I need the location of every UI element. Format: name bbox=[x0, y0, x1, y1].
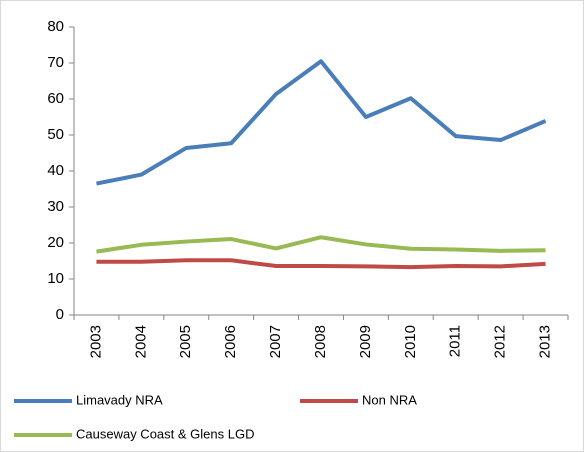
series-line bbox=[96, 258, 546, 270]
x-tick-label: 2009 bbox=[357, 325, 374, 358]
y-tick-label: 60 bbox=[47, 90, 64, 107]
y-tick-label: 40 bbox=[47, 162, 64, 179]
series-line bbox=[96, 59, 547, 186]
x-tick-label: 2008 bbox=[312, 325, 329, 358]
y-tick-label: 0 bbox=[56, 306, 64, 323]
y-tick-label: 20 bbox=[47, 234, 64, 251]
legend-label: Non NRA bbox=[362, 392, 417, 407]
y-tick-label: 30 bbox=[47, 198, 64, 215]
legend-label: Causeway Coast & Glens LGD bbox=[76, 426, 254, 441]
x-tick-label: 2007 bbox=[267, 325, 284, 358]
x-tick-label: 2006 bbox=[222, 325, 239, 358]
y-tick-label: 80 bbox=[47, 18, 64, 35]
series-line bbox=[96, 235, 546, 254]
legend: Limavady NRA Non NRA Causeway Coast & Glen… bbox=[14, 392, 417, 441]
y-tick-label: 10 bbox=[47, 270, 64, 287]
x-tick-label: 2012 bbox=[492, 325, 509, 358]
x-tick-label: 2010 bbox=[402, 325, 419, 358]
x-tick-label: 2005 bbox=[177, 325, 194, 358]
x-tick-label: 2003 bbox=[87, 325, 104, 358]
x-tick-label: 2004 bbox=[132, 325, 149, 358]
y-tick-label: 70 bbox=[47, 54, 64, 71]
x-tick-label: 2013 bbox=[537, 325, 554, 358]
x-tick-label: 2011 bbox=[447, 325, 464, 357]
y-tick-label: 50 bbox=[47, 126, 64, 143]
legend-label: Limavady NRA bbox=[76, 392, 163, 407]
